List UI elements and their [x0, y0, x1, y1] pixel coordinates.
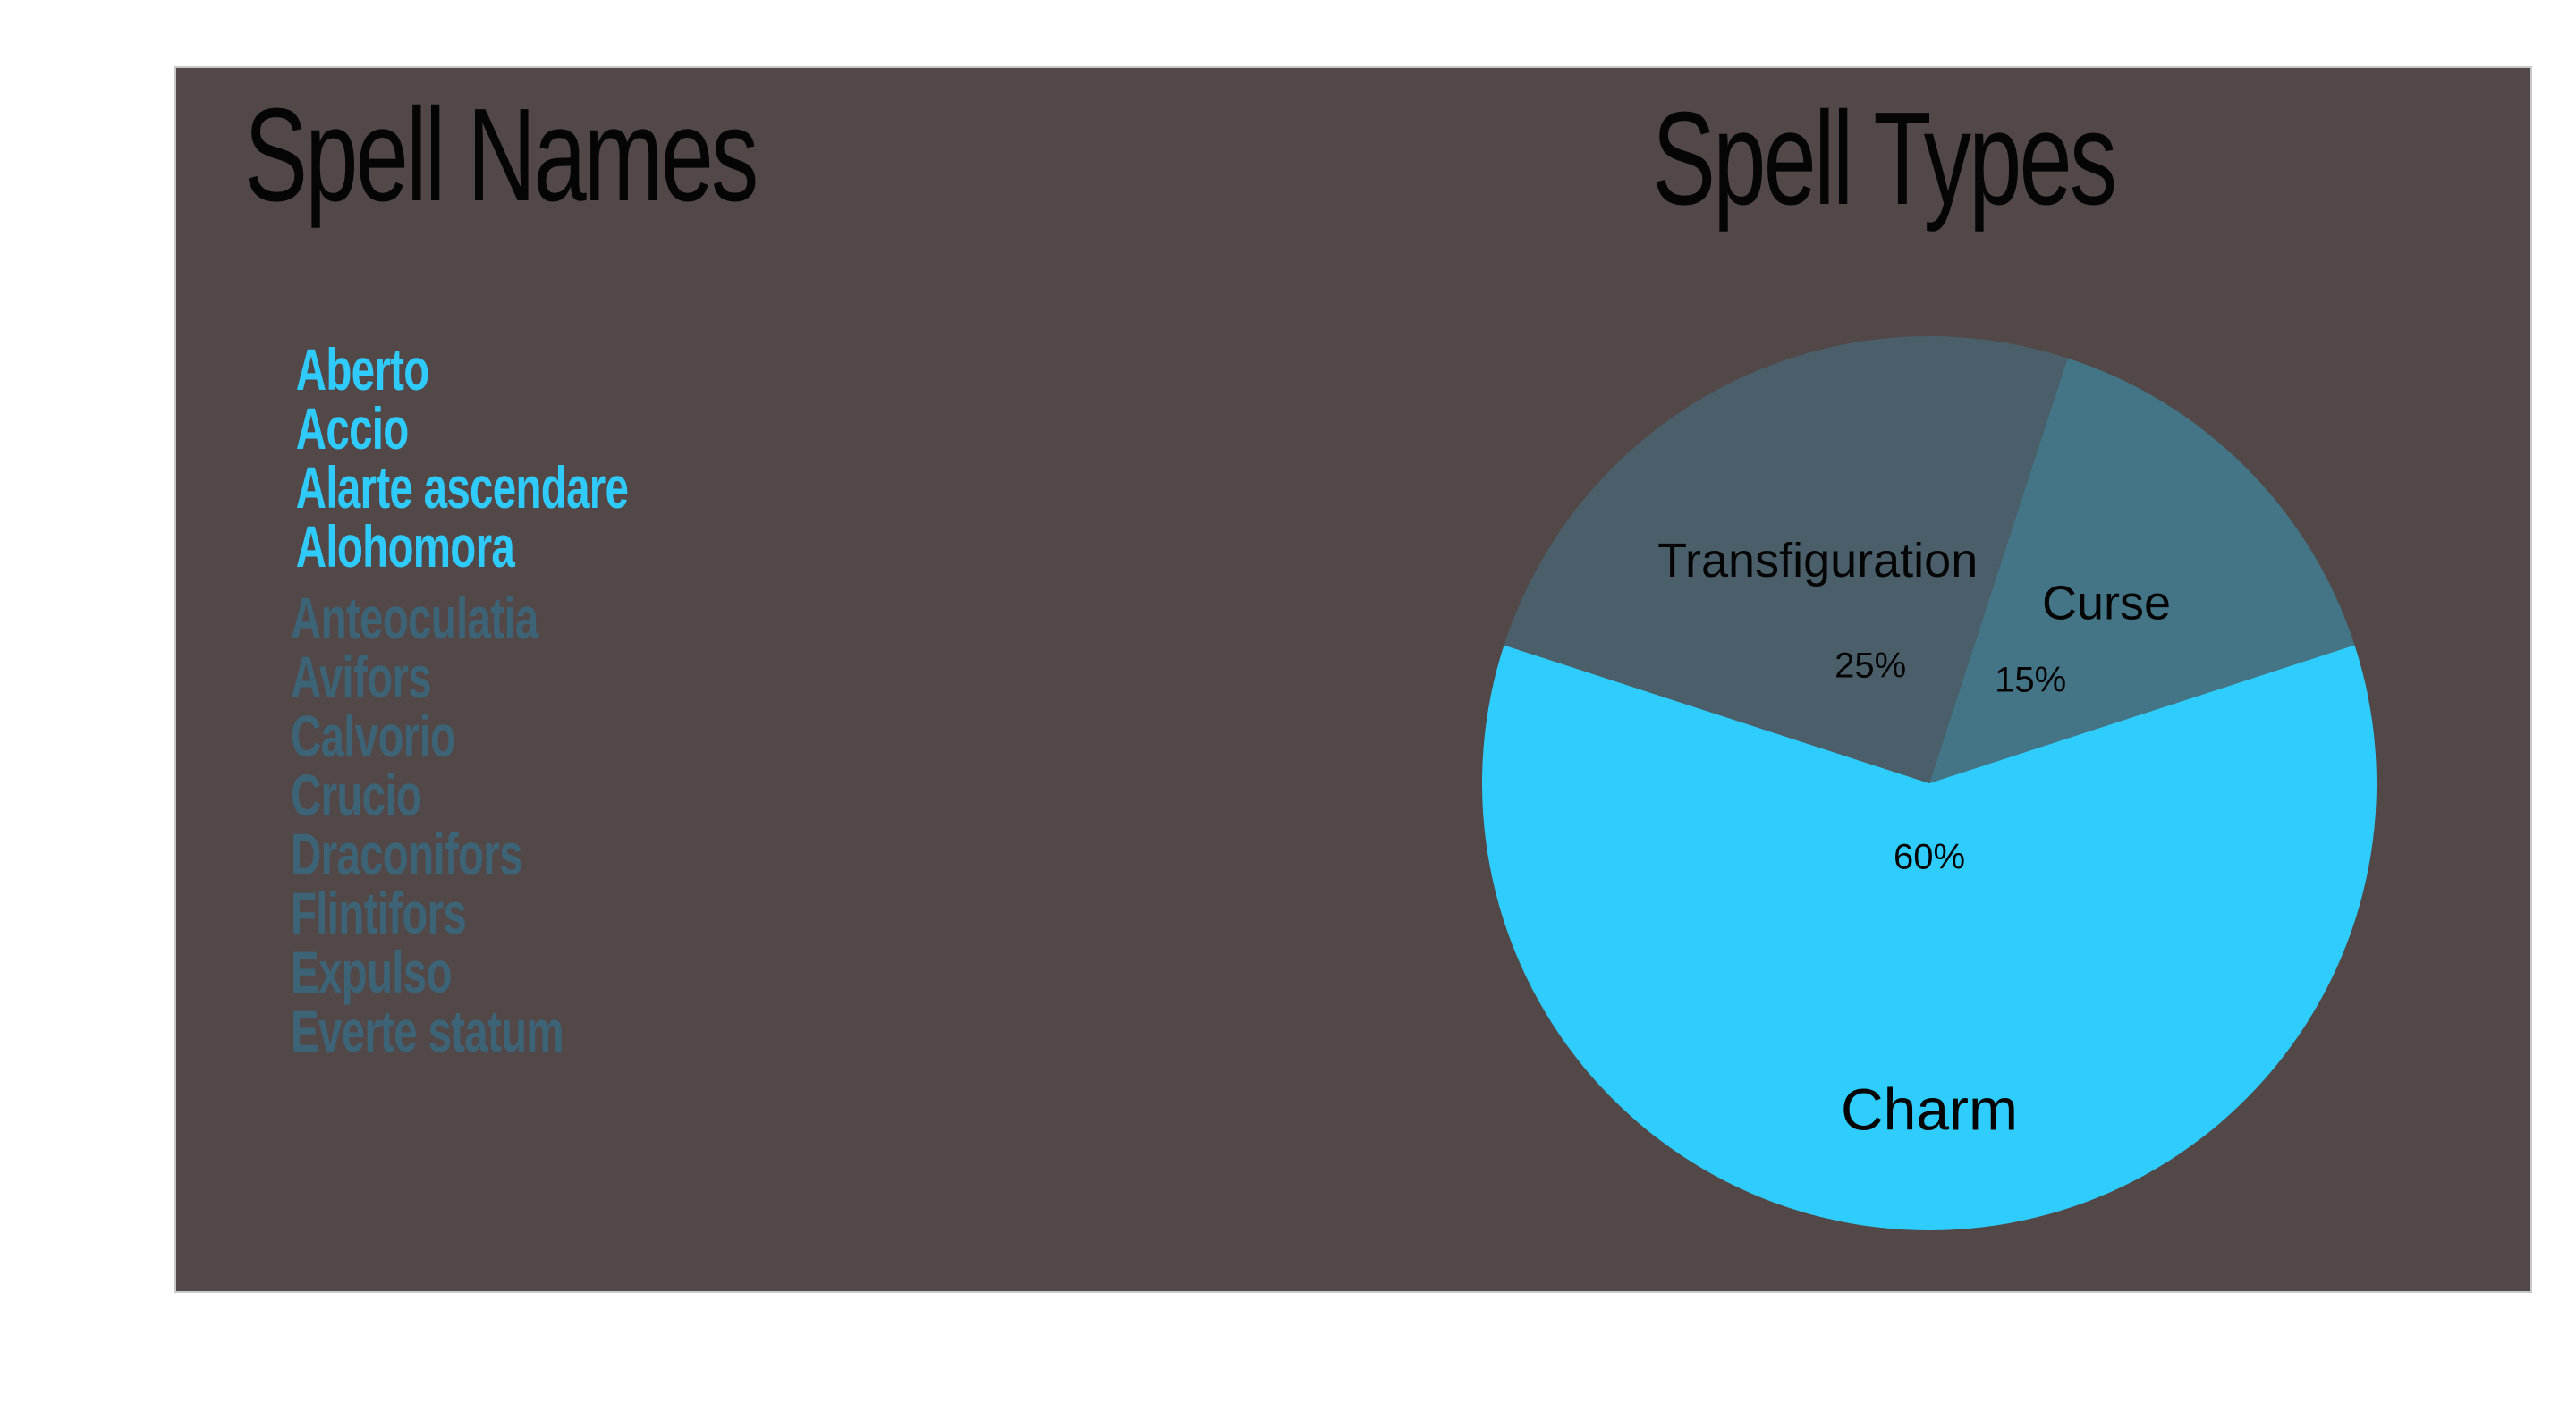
pie-slice-curse[interactable]	[1929, 358, 2355, 783]
spell-list-item[interactable]: Expulso	[291, 939, 453, 1005]
spell-list-item[interactable]: Calvorio	[291, 703, 456, 769]
spell-list-item[interactable]: Crucio	[291, 762, 422, 828]
spell-types-title: Spell Types	[1652, 85, 2117, 232]
dashboard-panel: Spell Names Aberto Accio Alarte ascendare A…	[174, 66, 2532, 1293]
pie-value-charm: 60%	[1894, 838, 1965, 877]
spell-list-item[interactable]: Draconifors	[291, 821, 523, 887]
pie-label-curse: Curse	[2042, 576, 2171, 629]
spell-list-item[interactable]: Anteoculatia	[291, 585, 538, 651]
spell-names-list: Aberto Accio Alarte ascendare Alohomora Ante…	[291, 336, 629, 1064]
spell-list-item[interactable]: Avifors	[291, 644, 432, 710]
spell-list-item[interactable]: Everte statum	[291, 998, 564, 1064]
pie-label-charm: Charm	[1841, 1076, 2018, 1142]
pie-value-curse: 15%	[1995, 660, 2066, 699]
pie-label-transfiguration: Transfiguration	[1657, 534, 1978, 587]
spell-list-item[interactable]: Accio	[295, 395, 410, 461]
spell-types-pie-chart: Curse 15% Charm 60% Transfiguration 25%	[1482, 336, 2377, 1230]
pie-slice-transfiguration[interactable]	[1504, 336, 2068, 783]
spell-list-item[interactable]: Alarte ascendare	[295, 454, 629, 520]
spell-list-item[interactable]: Flintifors	[291, 880, 467, 946]
pie-value-transfiguration: 25%	[1835, 646, 1906, 685]
pie-slice-charm[interactable]	[1482, 645, 2377, 1230]
spell-list-item[interactable]: Aberto	[295, 336, 430, 402]
spell-list-item[interactable]: Alohomora	[295, 513, 515, 579]
spell-names-title: Spell Names	[244, 81, 758, 229]
